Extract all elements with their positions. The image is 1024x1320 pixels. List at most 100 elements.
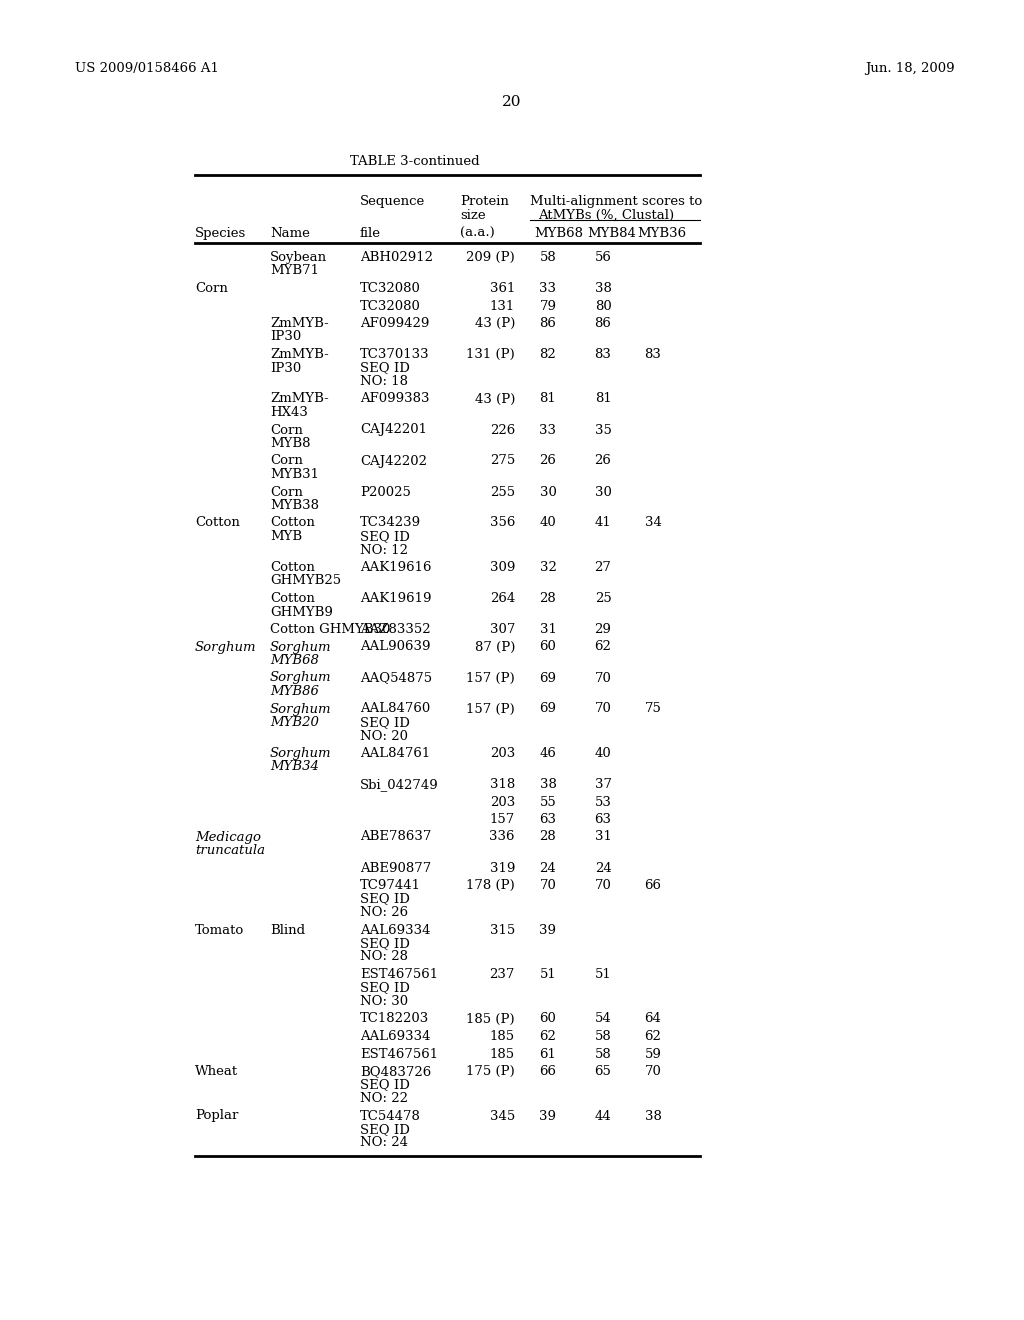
Text: 69: 69: [540, 702, 556, 715]
Text: NO: 20: NO: 20: [360, 730, 408, 742]
Text: (a.a.): (a.a.): [460, 227, 495, 240]
Text: EST467561: EST467561: [360, 968, 438, 981]
Text: 56: 56: [595, 251, 611, 264]
Text: TC97441: TC97441: [360, 879, 421, 892]
Text: 51: 51: [595, 968, 611, 981]
Text: NO: 24: NO: 24: [360, 1137, 408, 1150]
Text: Wheat: Wheat: [195, 1065, 239, 1078]
Text: MYB86: MYB86: [270, 685, 318, 698]
Text: Tomato: Tomato: [195, 924, 245, 936]
Text: 81: 81: [595, 392, 611, 405]
Text: 275: 275: [489, 454, 515, 467]
Text: 209 (P): 209 (P): [466, 251, 515, 264]
Text: 38: 38: [540, 777, 556, 791]
Text: 24: 24: [540, 862, 556, 874]
Text: 40: 40: [595, 747, 611, 760]
Text: Sorghum: Sorghum: [270, 640, 332, 653]
Text: AAQ54875: AAQ54875: [360, 672, 432, 685]
Text: BQ483726: BQ483726: [360, 1065, 431, 1078]
Text: 79: 79: [540, 300, 556, 313]
Text: 70: 70: [540, 879, 556, 892]
Text: Cotton: Cotton: [270, 516, 314, 529]
Text: 33: 33: [540, 282, 556, 294]
Text: 157 (P): 157 (P): [466, 702, 515, 715]
Text: Species: Species: [195, 227, 246, 240]
Text: SEQ ID: SEQ ID: [360, 892, 410, 906]
Text: 20: 20: [502, 95, 522, 110]
Text: AAZ83352: AAZ83352: [360, 623, 431, 636]
Text: TC32080: TC32080: [360, 282, 421, 294]
Text: NO: 30: NO: 30: [360, 995, 409, 1008]
Text: 309: 309: [489, 561, 515, 574]
Text: SEQ ID: SEQ ID: [360, 982, 410, 994]
Text: 178 (P): 178 (P): [466, 879, 515, 892]
Text: 60: 60: [540, 1012, 556, 1026]
Text: 318: 318: [489, 777, 515, 791]
Text: 70: 70: [595, 879, 611, 892]
Text: 81: 81: [540, 392, 556, 405]
Text: Corn: Corn: [270, 454, 303, 467]
Text: 43 (P): 43 (P): [475, 317, 515, 330]
Text: ZmMYB-: ZmMYB-: [270, 317, 329, 330]
Text: 185 (P): 185 (P): [466, 1012, 515, 1026]
Text: 131: 131: [489, 300, 515, 313]
Text: TC54478: TC54478: [360, 1110, 421, 1122]
Text: AAL90639: AAL90639: [360, 640, 430, 653]
Text: 31: 31: [540, 623, 556, 636]
Text: 35: 35: [595, 424, 611, 437]
Text: 157: 157: [489, 813, 515, 826]
Text: CAJ42202: CAJ42202: [360, 454, 427, 467]
Text: 87 (P): 87 (P): [475, 640, 515, 653]
Text: 29: 29: [595, 623, 611, 636]
Text: 226: 226: [489, 424, 515, 437]
Text: 37: 37: [595, 777, 611, 791]
Text: 54: 54: [595, 1012, 611, 1026]
Text: Cotton: Cotton: [195, 516, 240, 529]
Text: TC182203: TC182203: [360, 1012, 429, 1026]
Text: 356: 356: [489, 516, 515, 529]
Text: ABE78637: ABE78637: [360, 830, 431, 843]
Text: 34: 34: [644, 516, 662, 529]
Text: 28: 28: [540, 830, 556, 843]
Text: SEQ ID: SEQ ID: [360, 531, 410, 543]
Text: 58: 58: [595, 1030, 611, 1043]
Text: 83: 83: [644, 348, 662, 360]
Text: SEQ ID: SEQ ID: [360, 715, 410, 729]
Text: 70: 70: [644, 1065, 662, 1078]
Text: Soybean: Soybean: [270, 251, 327, 264]
Text: 75: 75: [644, 702, 662, 715]
Text: 65: 65: [595, 1065, 611, 1078]
Text: Sorghum: Sorghum: [270, 747, 332, 760]
Text: 62: 62: [540, 1030, 556, 1043]
Text: EST467561: EST467561: [360, 1048, 438, 1060]
Text: Cotton GHMYB30: Cotton GHMYB30: [270, 623, 390, 636]
Text: NO: 12: NO: 12: [360, 544, 408, 557]
Text: Corn: Corn: [195, 282, 228, 294]
Text: Poplar: Poplar: [195, 1110, 239, 1122]
Text: 361: 361: [489, 282, 515, 294]
Text: 24: 24: [595, 862, 611, 874]
Text: MYB36: MYB36: [637, 227, 686, 240]
Text: 315: 315: [489, 924, 515, 936]
Text: AAK19619: AAK19619: [360, 591, 431, 605]
Text: MYB34: MYB34: [270, 760, 318, 774]
Text: ABH02912: ABH02912: [360, 251, 433, 264]
Text: 58: 58: [595, 1048, 611, 1060]
Text: MYB: MYB: [270, 531, 302, 543]
Text: 38: 38: [644, 1110, 662, 1122]
Text: Multi-alignment scores to: Multi-alignment scores to: [530, 195, 702, 209]
Text: Corn: Corn: [270, 424, 303, 437]
Text: 307: 307: [489, 623, 515, 636]
Text: 58: 58: [540, 251, 556, 264]
Text: NO: 18: NO: 18: [360, 375, 408, 388]
Text: 25: 25: [595, 591, 611, 605]
Text: MYB71: MYB71: [270, 264, 319, 277]
Text: 39: 39: [540, 924, 556, 936]
Text: TC32080: TC32080: [360, 300, 421, 313]
Text: Sorghum: Sorghum: [270, 702, 332, 715]
Text: TABLE 3-continued: TABLE 3-continued: [350, 154, 480, 168]
Text: size: size: [460, 209, 485, 222]
Text: 27: 27: [595, 561, 611, 574]
Text: 66: 66: [540, 1065, 556, 1078]
Text: AAL69334: AAL69334: [360, 1030, 430, 1043]
